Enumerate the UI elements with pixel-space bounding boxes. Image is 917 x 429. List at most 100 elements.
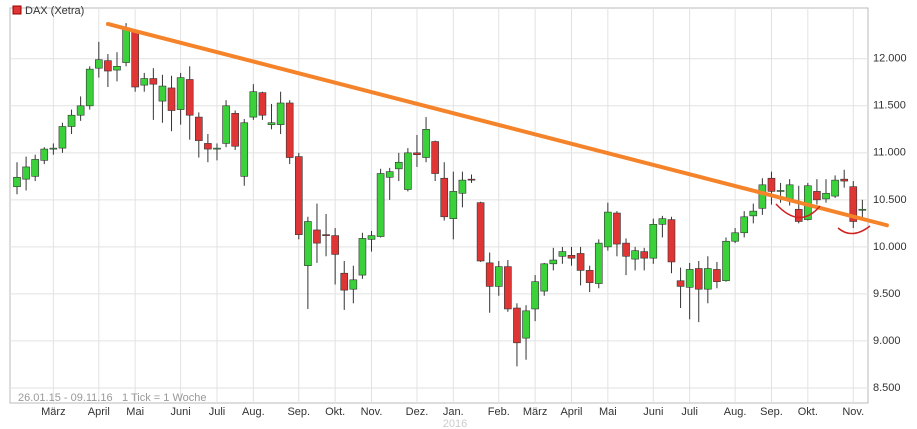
candle-body — [704, 268, 712, 290]
candle-body — [849, 186, 858, 222]
candle-body — [76, 105, 85, 116]
candle-body — [294, 156, 303, 235]
candle-body — [858, 208, 867, 211]
annotation-curve — [775, 203, 821, 219]
candle-body — [449, 191, 458, 219]
y-tick-label: 8.500 — [873, 382, 901, 394]
candle-body — [485, 262, 494, 287]
candle-body — [349, 279, 358, 290]
x-tick-label: Sep. — [287, 406, 310, 418]
candle-body — [385, 171, 394, 178]
candle-body — [840, 178, 848, 182]
candle-body — [322, 234, 330, 236]
candle-body — [413, 152, 421, 156]
x-tick-label: Aug. — [242, 406, 265, 418]
candle-body — [267, 122, 276, 125]
candle-body — [158, 85, 167, 102]
candle-body — [58, 126, 67, 149]
candle-body — [594, 242, 603, 284]
candle-body — [622, 242, 630, 257]
candle-body — [195, 116, 203, 141]
x-tick-label: Juli — [681, 406, 698, 418]
candle-body — [149, 78, 158, 85]
candle-body — [249, 91, 258, 118]
x-tick-label: Sep. — [760, 406, 783, 418]
x-tick-label: Juli — [209, 406, 226, 418]
candle-body — [667, 219, 676, 263]
x-tick-label: Mai — [599, 406, 617, 418]
candle-body — [313, 229, 321, 244]
date-range: 26.01.15 - 09.11.16 — [18, 392, 113, 404]
candle-body — [140, 78, 149, 86]
candle-body — [831, 179, 839, 197]
candle-body — [767, 177, 776, 192]
x-tick-label: Nov. — [361, 406, 383, 418]
candle-body — [40, 148, 49, 161]
trendline — [105, 21, 889, 228]
candle-body — [494, 266, 503, 287]
x-tick-label: April — [88, 406, 110, 418]
candle-body — [167, 87, 176, 111]
candle-body — [213, 147, 221, 150]
candle-body — [222, 105, 230, 144]
candle-body — [685, 269, 694, 288]
x-tick-label: Dez. — [406, 406, 429, 418]
x-tick-label: Feb. — [488, 406, 510, 418]
candle-body — [640, 251, 649, 259]
candle-body — [204, 143, 212, 150]
candle-body — [649, 224, 658, 259]
candle-body — [758, 184, 767, 209]
candle-body — [713, 269, 721, 282]
grid: 8.500 9.000 9.500 10.000 10.500 11.000 11.500 1… — [10, 8, 907, 418]
year-label: 2016 — [443, 418, 467, 429]
y-tick-label: 11.500 — [873, 100, 906, 112]
x-tick-label: Juni — [643, 406, 663, 418]
candle-body — [776, 190, 785, 192]
candle-body — [13, 176, 21, 187]
x-tick-label: Mai — [126, 406, 144, 418]
candle-body — [531, 281, 539, 310]
candle-body — [504, 266, 512, 310]
candle-body — [604, 211, 612, 248]
candle-body — [285, 102, 294, 158]
candle-body — [676, 280, 685, 287]
candle-body — [731, 232, 739, 242]
candle-body — [104, 60, 112, 72]
candle-body — [394, 161, 403, 170]
candles — [13, 21, 889, 367]
x-tick-label: März — [41, 406, 65, 418]
candle-body — [631, 250, 639, 260]
x-tick-label: März — [523, 406, 547, 418]
x-tick-label: Okt. — [798, 406, 818, 418]
candle-body — [95, 59, 103, 69]
candle-body — [513, 307, 521, 344]
candle-body — [49, 147, 58, 150]
candle-body — [431, 141, 439, 174]
candle-body — [540, 263, 549, 292]
candle-body — [722, 240, 730, 282]
candle-body — [422, 129, 430, 158]
x-tick-label: Aug. — [724, 406, 747, 418]
y-tick-label: 10.000 — [873, 241, 907, 253]
candle-body — [613, 212, 621, 245]
tick-note: 1 Tick = 1 Woche — [122, 392, 206, 404]
candle-body — [458, 179, 467, 194]
x-tick-label: Juni — [171, 406, 191, 418]
candle-body — [376, 173, 385, 237]
y-tick-label: 12.000 — [873, 53, 907, 65]
candle-body — [549, 259, 558, 265]
candle-body — [113, 66, 121, 71]
candle-body — [467, 178, 476, 181]
x-tick-label: Jan. — [443, 406, 464, 418]
candle-body — [85, 68, 94, 107]
candle-body — [358, 238, 367, 276]
legend-swatch — [12, 5, 22, 15]
candle-body — [31, 159, 39, 177]
y-tick-label: 11.000 — [873, 147, 906, 159]
candle-body — [476, 202, 485, 262]
candle-body — [658, 218, 667, 225]
y-tick-label: 9.500 — [873, 288, 901, 300]
candle-body — [304, 221, 312, 266]
